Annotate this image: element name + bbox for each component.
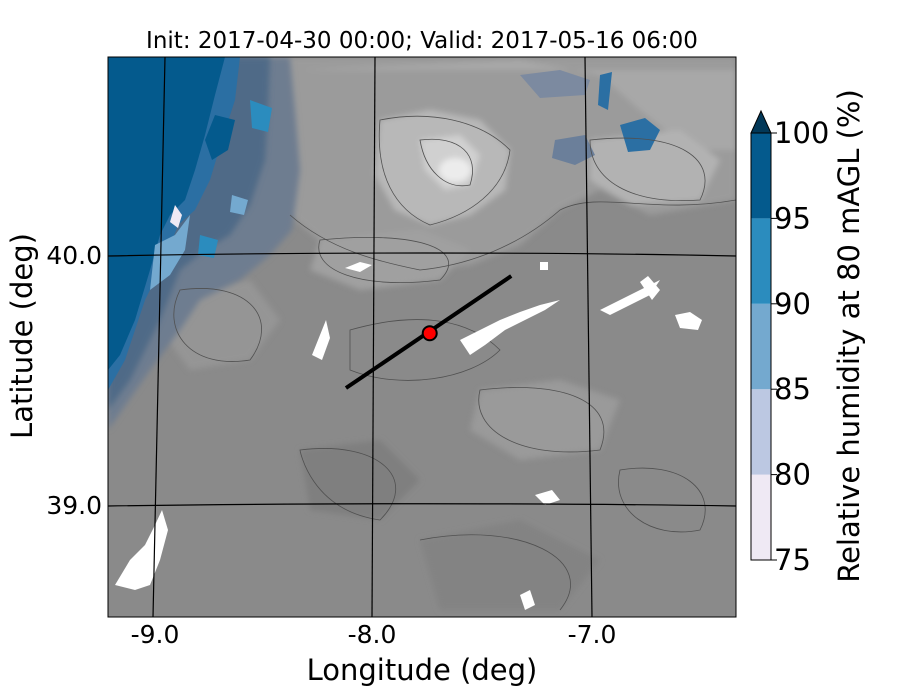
- colorbar-label: Relative humidity at 80 mAGL (%): [832, 89, 866, 583]
- colorbar-segment: [751, 389, 771, 475]
- colorbar-extend-arrow: [750, 109, 772, 134]
- x-axis: -9.0 -8.0 -7.0 Longitude (deg): [131, 620, 617, 687]
- colorbar-tick-label: 95: [774, 201, 811, 235]
- site-marker: [421, 325, 438, 342]
- meridian-line: [584, 57, 593, 617]
- meridian-line: [152, 57, 166, 617]
- colorbar-tick-label: 75: [774, 543, 811, 577]
- meridian-line: [371, 57, 376, 617]
- colorbar-tick-label: 85: [774, 372, 811, 406]
- x-axis-label: Longitude (deg): [307, 653, 538, 687]
- x-tick-label: -8.0: [348, 620, 397, 649]
- colorbar: 75 80 85 90 95 100 Relative humidity at 80 mA…: [750, 89, 866, 583]
- y-axis: 40.0 39.0 Latitude (deg): [5, 233, 102, 520]
- map-panel: [108, 57, 736, 617]
- y-tick-label: 39.0: [46, 491, 102, 520]
- y-tick-label: 40.0: [46, 241, 102, 270]
- colorbar-segment: [751, 218, 771, 304]
- parallel-line: [108, 503, 736, 507]
- map-frame: [107, 56, 737, 618]
- plot-title: Init: 2017-04-30 00:00; Valid: 2017-05-1…: [146, 28, 698, 54]
- y-axis-label: Latitude (deg): [5, 233, 39, 439]
- colorbar-tick-label: 100: [774, 116, 829, 150]
- colorbar-tick-label: 80: [774, 458, 811, 492]
- humidity-contours: [108, 57, 660, 430]
- graticule: [108, 57, 736, 617]
- colorbar-segment: [751, 474, 771, 560]
- colorbar-segment: [751, 303, 771, 390]
- x-tick-label: -9.0: [131, 620, 180, 649]
- colorbar-frame: [750, 132, 772, 561]
- colorbar-tick-label: 90: [774, 287, 811, 321]
- x-tick-label: -7.0: [568, 620, 617, 649]
- parallel-line: [108, 252, 736, 257]
- colorbar-segment: [751, 133, 771, 219]
